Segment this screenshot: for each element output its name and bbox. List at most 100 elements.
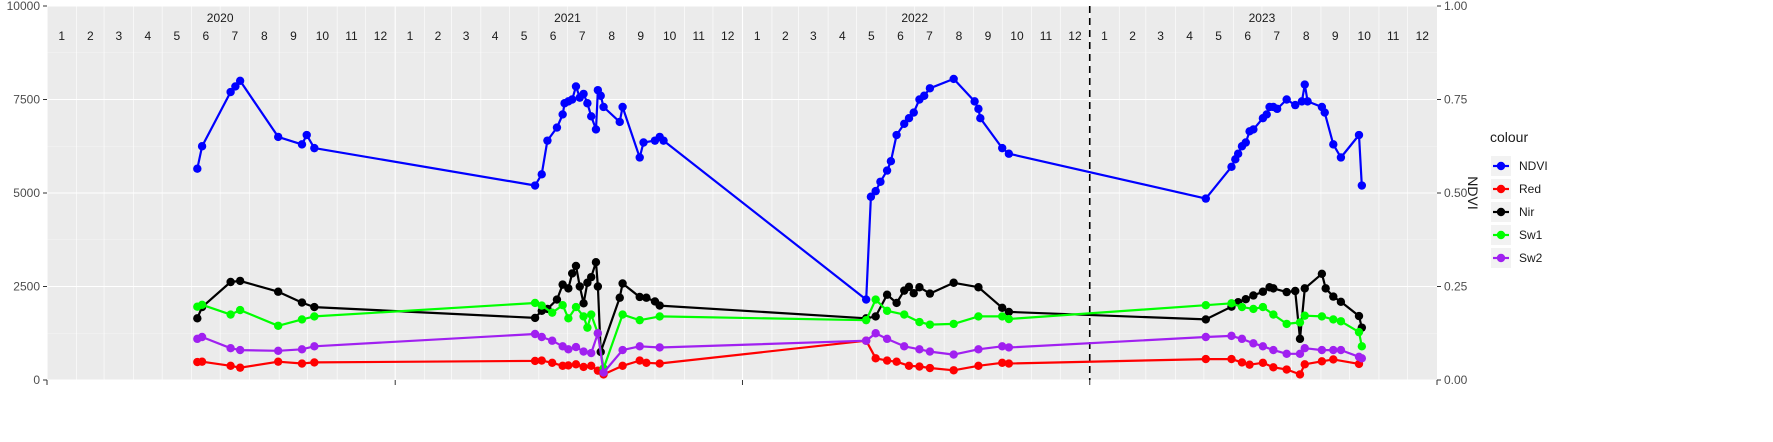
data-point-ndvi (1227, 162, 1236, 172)
data-point-sw1 (915, 317, 924, 327)
data-point-red (530, 356, 540, 366)
data-point-sw1 (618, 310, 627, 319)
data-point-nir (1295, 334, 1305, 344)
data-point-sw2 (998, 342, 1007, 351)
month-label: 4 (492, 29, 499, 43)
month-label: 2 (782, 29, 789, 43)
data-point-sw2 (226, 344, 235, 353)
data-point-sw1 (900, 310, 909, 319)
data-point-ndvi (231, 82, 240, 91)
data-point-red (579, 362, 588, 372)
data-point-sw1 (1004, 314, 1014, 324)
right-tick-label: 0.50 (1444, 186, 1468, 200)
data-point-sw2 (1336, 345, 1346, 355)
data-point-ndvi (976, 114, 985, 123)
data-point-sw1 (1300, 311, 1309, 320)
data-point-nir (1004, 307, 1014, 317)
month-label: 5 (1215, 29, 1222, 43)
year-label: 2022 (901, 11, 928, 25)
data-point-red (1300, 360, 1309, 369)
data-point-nir (310, 302, 319, 312)
month-label: 11 (1387, 29, 1400, 43)
data-point-red (1227, 354, 1236, 364)
data-point-sw1 (197, 300, 207, 310)
data-point-sw1 (861, 315, 871, 325)
data-point-sw1 (1258, 302, 1268, 312)
data-point-ndvi (1282, 95, 1291, 104)
data-point-nir (915, 283, 924, 292)
data-point-sw2 (235, 345, 245, 355)
data-point-sw1 (882, 306, 892, 316)
month-label: 9 (1332, 29, 1339, 43)
data-point-sw2 (530, 329, 540, 339)
data-point-ndvi (1291, 100, 1300, 110)
data-point-ndvi (1357, 181, 1367, 190)
data-point-nir (998, 303, 1007, 313)
year-label: 2023 (1249, 11, 1276, 25)
data-point-red (587, 361, 596, 370)
data-point-ndvi (1249, 125, 1258, 134)
month-label: 8 (1303, 29, 1310, 43)
data-point-nir (587, 272, 596, 282)
data-point-nir (575, 282, 584, 291)
data-point-sw2 (1004, 343, 1014, 352)
data-point-sw2 (915, 345, 924, 354)
data-point-ndvi (591, 125, 601, 134)
data-point-ndvi (197, 142, 207, 151)
data-point-sw1 (530, 298, 540, 308)
data-point-sw2 (547, 336, 557, 345)
data-point-ndvi (900, 119, 909, 129)
data-point-sw1 (1227, 299, 1236, 308)
data-point-ndvi (1320, 108, 1329, 117)
data-point-nir (579, 299, 588, 308)
data-point-red (642, 358, 651, 367)
data-point-red (273, 357, 283, 366)
data-point-sw1 (925, 320, 935, 329)
data-point-ndvi (882, 166, 892, 175)
data-point-ndvi (552, 123, 562, 132)
left-tick-label: 7500 (13, 93, 40, 107)
legend-label-nir: Nir (1519, 205, 1534, 219)
data-point-sw1 (1336, 317, 1346, 326)
data-point-nir (909, 289, 918, 298)
right-axis-title: NDVI (1465, 176, 1481, 209)
data-point-sw2 (900, 342, 909, 351)
month-label: 3 (810, 29, 817, 43)
data-point-sw2 (579, 347, 588, 356)
data-point-nir (1269, 284, 1278, 293)
data-point-sw1 (310, 312, 319, 321)
data-point-red (949, 366, 958, 375)
data-point-sw2 (949, 350, 958, 359)
data-point-red (1317, 357, 1327, 366)
data-point-nir (1336, 297, 1346, 307)
data-point-sw1 (537, 301, 546, 310)
month-label: 4 (839, 29, 846, 43)
month-label: 12 (1068, 29, 1082, 43)
data-point-sw2 (1317, 345, 1327, 355)
right-tick-label: 1.00 (1444, 0, 1468, 13)
data-point-ndvi (925, 84, 935, 93)
data-point-nir (1201, 315, 1211, 324)
legend-key-point-red (1496, 184, 1506, 194)
data-point-nir (642, 293, 651, 302)
data-point-red (618, 361, 627, 370)
legend-label-sw2: Sw2 (1519, 251, 1543, 265)
data-point-red (1258, 358, 1268, 367)
data-point-ndvi (587, 112, 596, 121)
left-tick-label: 2500 (13, 280, 40, 294)
data-point-sw1 (583, 323, 592, 332)
month-label: 11 (1040, 29, 1053, 43)
data-point-ndvi (909, 108, 918, 117)
data-point-ndvi (974, 104, 983, 114)
series-sw1 (193, 295, 1367, 373)
data-point-sw2 (564, 345, 573, 354)
data-point-sw1 (297, 315, 307, 324)
left-tick-label: 10000 (7, 0, 41, 13)
data-point-red (1237, 358, 1247, 367)
data-point-sw1 (1357, 342, 1367, 351)
data-point-red (1245, 360, 1254, 369)
month-label: 10 (1358, 29, 1372, 43)
data-point-sw1 (1317, 312, 1327, 321)
legend-key-point-sw1 (1496, 230, 1506, 240)
